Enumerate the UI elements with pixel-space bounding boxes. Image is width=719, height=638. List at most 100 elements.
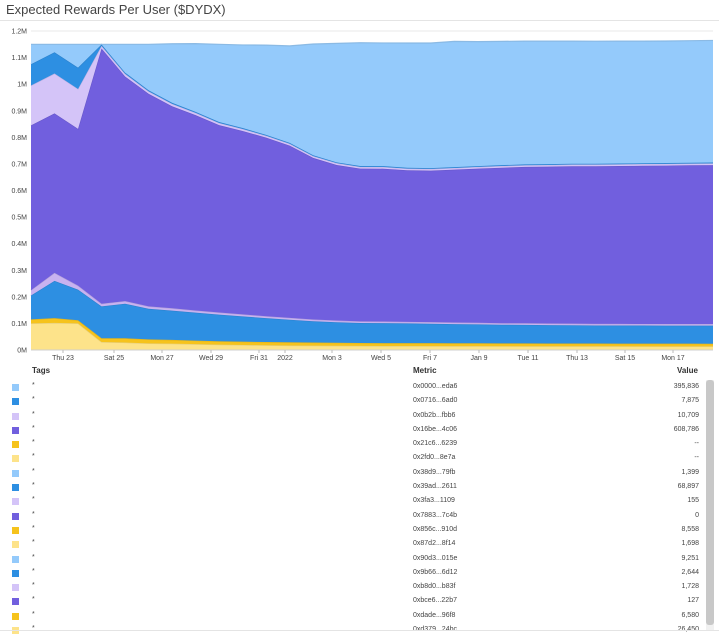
y-tick-label: 0.9M <box>11 108 27 115</box>
legend-swatch <box>12 612 19 620</box>
chart-areas <box>30 39 714 350</box>
legend-tag: * <box>32 482 35 490</box>
legend-row[interactable]: * 0x87d2...8f14 1,698 <box>0 538 704 552</box>
legend-value: 10,709 <box>677 411 699 419</box>
legend-swatch <box>12 398 19 406</box>
legend-tag: * <box>32 553 35 561</box>
legend-metric: 0x9b66...6d12 <box>413 568 458 576</box>
y-tick-label: 0.4M <box>11 241 27 248</box>
y-tick-label: 0.2M <box>11 294 27 301</box>
legend-metric: 0xbce6...22b7 <box>413 597 457 605</box>
legend-metric: 0x856c...910d <box>413 525 457 533</box>
legend-swatch <box>12 426 19 434</box>
legend-row[interactable]: * 0x21c6...6239 -- <box>0 438 704 452</box>
legend-value: 608,786 <box>673 425 699 433</box>
legend-tag: * <box>32 439 35 447</box>
legend-swatch <box>12 469 19 477</box>
legend-row[interactable]: * 0x9b66...6d12 2,644 <box>0 567 704 581</box>
legend-header-value[interactable]: Value <box>677 366 698 375</box>
legend-swatch <box>12 569 19 577</box>
legend-row[interactable]: * 0x39ad...2611 68,897 <box>0 481 704 495</box>
legend-row[interactable]: * 0xd379...24bc 26,450 <box>0 624 704 638</box>
legend-header-tags[interactable]: Tags <box>32 366 51 375</box>
legend-value: 1,698 <box>681 540 699 548</box>
area-series-edge-2 <box>30 280 714 327</box>
legend-swatch <box>12 512 19 520</box>
legend-row[interactable]: * 0x2fd0...8e7a -- <box>0 452 704 466</box>
legend-swatch <box>12 598 19 606</box>
legend-swatch <box>12 412 19 420</box>
x-tick-label: Thu 13 <box>566 355 588 362</box>
legend-metric: 0x7883...7c4b <box>413 511 457 519</box>
legend-value: 7,875 <box>681 397 699 405</box>
y-tick-label: 1.1M <box>11 55 27 62</box>
area-series-4[interactable] <box>31 48 713 325</box>
legend-tag: * <box>32 510 35 518</box>
legend-row[interactable]: * 0x90d3...015e 9,251 <box>0 553 704 567</box>
legend-swatch <box>12 555 19 563</box>
y-tick-label: 1M <box>17 82 27 89</box>
legend-rows: * 0x0000...eda6 395,836 * 0x0716...6ad0 7,875… <box>0 381 704 638</box>
legend-metric: 0x16be...4c06 <box>413 425 457 433</box>
legend-value: 6,580 <box>681 611 699 619</box>
legend-row[interactable]: * 0x3fa3...1109 155 <box>0 495 704 509</box>
legend-row[interactable]: * 0x16be...4c06 608,786 <box>0 424 704 438</box>
y-tick-label: 1.2M <box>11 29 27 36</box>
y-tick-label: 0.6M <box>11 188 27 195</box>
legend-scrollbar-thumb[interactable] <box>706 380 714 625</box>
legend-row[interactable]: * 0xdade...96f8 6,580 <box>0 610 704 624</box>
legend-row[interactable]: * 0x0b2b...fbb6 10,709 <box>0 410 704 424</box>
x-tick-label: Tue 11 <box>517 355 538 362</box>
legend-value: 2,644 <box>681 568 699 576</box>
legend-value: 8,558 <box>681 525 699 533</box>
legend-swatch <box>12 584 19 592</box>
legend-row[interactable]: * 0xb8d0...b83f 1,728 <box>0 581 704 595</box>
legend-row[interactable]: * 0x0000...eda6 395,836 <box>0 381 704 395</box>
legend-value: -- <box>694 440 699 448</box>
area-series-7[interactable] <box>31 40 713 169</box>
legend-metric: 0xb8d0...b83f <box>413 583 456 591</box>
area-series-2[interactable] <box>31 280 713 344</box>
legend-tag: * <box>32 625 35 633</box>
area-series-3[interactable] <box>31 272 713 326</box>
legend-metric: 0xdade...96f8 <box>413 611 456 619</box>
x-tick-label: Sat 25 <box>104 355 124 362</box>
legend-metric: 0x0716...6ad0 <box>413 397 458 405</box>
legend-swatch <box>12 441 19 449</box>
legend-header-metric[interactable]: Metric <box>413 366 437 375</box>
legend-tag: * <box>32 424 35 432</box>
legend-row[interactable]: * 0x0716...6ad0 7,875 <box>0 395 704 409</box>
area-series-0[interactable] <box>31 322 713 350</box>
x-tick-label: Thu 23 <box>52 355 74 362</box>
stacked-area-chart[interactable]: 0M 0.1M 0.2M 0.3M 0.4M 0.5M 0.6M 0.7M 0.8M 0.9M 1M… <box>0 20 719 366</box>
legend-value: 395,836 <box>673 383 699 390</box>
legend-metric: 0x0000...eda6 <box>413 383 458 390</box>
legend-swatch <box>12 484 19 492</box>
y-tick-label: 0.8M <box>11 135 27 142</box>
y-axis: 0M 0.1M 0.2M 0.3M 0.4M 0.5M 0.6M 0.7M 0.8M 0.9M 1M… <box>11 29 27 355</box>
legend-row[interactable]: * 0xbce6...22b7 127 <box>0 595 704 609</box>
legend-value: 1,728 <box>681 583 699 591</box>
legend-table: Tags Metric Value * 0x0000...eda6 395,836 *… <box>0 366 719 635</box>
legend-value: 0 <box>695 511 699 519</box>
x-tick-label: Wed 29 <box>199 355 223 362</box>
x-tick-label: Fri 7 <box>423 355 437 362</box>
legend-tag: * <box>32 539 35 547</box>
legend-metric: 0x87d2...8f14 <box>413 540 456 548</box>
legend-row[interactable]: * 0x7883...7c4b 0 <box>0 510 704 524</box>
x-tick-label: Wed 5 <box>371 355 391 362</box>
y-tick-label: 0.3M <box>11 268 27 275</box>
legend-metric: 0x21c6...6239 <box>413 440 457 448</box>
x-tick-label: Sat 15 <box>615 355 635 362</box>
y-tick-label: 0.1M <box>11 321 27 328</box>
title-divider <box>0 20 719 21</box>
legend-value: 155 <box>687 497 699 505</box>
legend-row[interactable]: * 0x38d9...79fb 1,399 <box>0 467 704 481</box>
legend-tag: * <box>32 596 35 604</box>
legend-tag: * <box>32 453 35 461</box>
legend-tag: * <box>32 496 35 504</box>
panel-title: Expected Rewards Per User ($DYDX) <box>6 2 226 17</box>
legend-row[interactable]: * 0x856c...910d 8,558 <box>0 524 704 538</box>
legend-swatch <box>12 498 19 506</box>
legend-tag: * <box>32 467 35 475</box>
